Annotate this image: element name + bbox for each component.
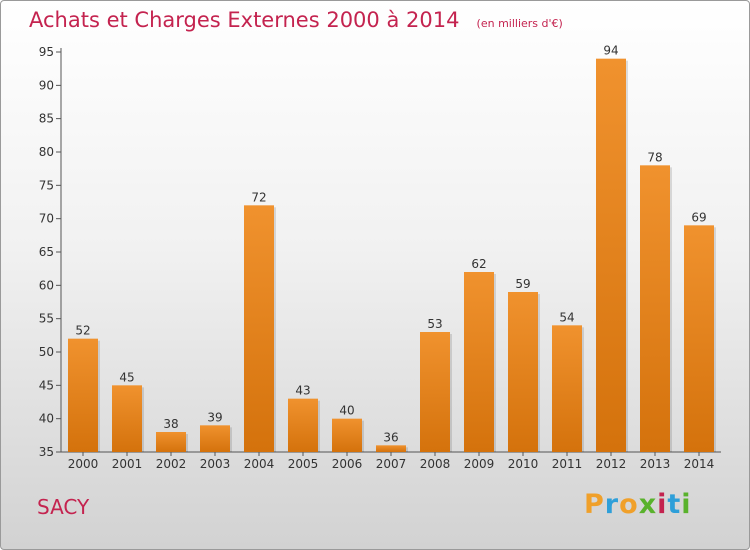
data-label: 69 (691, 210, 706, 224)
chart-subtitle: (en milliers d'€) (476, 17, 563, 30)
bar (464, 272, 494, 452)
logo-letter: t (667, 489, 682, 520)
data-label: 78 (647, 150, 662, 164)
bar (508, 292, 538, 452)
logo-letter: i (657, 489, 668, 520)
y-tick-label: 75 (39, 178, 54, 192)
logo-letter: i (681, 489, 692, 520)
data-label: 52 (75, 324, 90, 338)
y-tick-label: 90 (39, 78, 54, 92)
bar (552, 325, 582, 452)
y-tick-label: 85 (39, 112, 54, 126)
x-tick-label: 2014 (684, 457, 715, 471)
x-tick-label: 2003 (200, 457, 231, 471)
bar (112, 385, 142, 452)
bar (376, 445, 406, 452)
x-tick-label: 2010 (508, 457, 539, 471)
bar (596, 58, 626, 453)
logo-letter: o (619, 489, 639, 520)
x-tick-label: 2008 (420, 457, 451, 471)
data-label: 40 (339, 404, 354, 418)
data-label: 59 (515, 277, 530, 291)
y-tick-label: 60 (39, 278, 54, 292)
y-tick-label: 65 (39, 245, 54, 259)
y-tick-label: 70 (39, 212, 54, 226)
bar (244, 205, 274, 452)
bar (640, 165, 670, 453)
x-tick-label: 2001 (112, 457, 143, 471)
commune-name: SACY (37, 495, 90, 519)
x-tick-label: 2011 (552, 457, 583, 471)
data-label: 39 (207, 410, 222, 424)
bar (200, 425, 230, 452)
y-tick-label: 55 (39, 312, 54, 326)
y-tick-label: 40 (39, 412, 54, 426)
chart-title: Achats et Charges Externes 2000 à 2014 (29, 8, 460, 32)
data-label: 94 (603, 44, 618, 58)
bar (684, 225, 714, 452)
x-tick-label: 2013 (640, 457, 671, 471)
data-label: 45 (119, 370, 134, 384)
y-tick-label: 50 (39, 345, 54, 359)
bar (332, 418, 362, 452)
proxiti-logo: Proxiti (584, 489, 692, 520)
x-tick-label: 2006 (332, 457, 363, 471)
x-tick-label: 2009 (464, 457, 495, 471)
x-tick-label: 2002 (156, 457, 187, 471)
y-tick-label: 45 (39, 378, 54, 392)
data-label: 54 (559, 310, 574, 324)
bar (156, 432, 186, 452)
x-tick-label: 2004 (244, 457, 275, 471)
data-label: 36 (383, 430, 398, 444)
data-label: 38 (163, 417, 178, 431)
x-tick-label: 2000 (68, 457, 99, 471)
y-tick-label: 35 (39, 445, 54, 459)
x-tick-label: 2012 (596, 457, 627, 471)
title-row: Achats et Charges Externes 2000 à 2014 (… (29, 8, 563, 32)
bar (68, 338, 98, 452)
logo-letter: x (638, 489, 658, 520)
bar (420, 332, 450, 452)
y-tick-label: 80 (39, 145, 54, 159)
x-tick-label: 2005 (288, 457, 319, 471)
bar (288, 398, 318, 452)
data-label: 62 (471, 257, 486, 271)
x-tick-label: 2007 (376, 457, 407, 471)
data-label: 53 (427, 317, 442, 331)
data-label: 72 (251, 190, 266, 204)
y-tick-label: 95 (39, 45, 54, 59)
logo-letter: P (584, 489, 605, 520)
data-label: 43 (295, 384, 310, 398)
logo-letter: r (604, 489, 620, 520)
